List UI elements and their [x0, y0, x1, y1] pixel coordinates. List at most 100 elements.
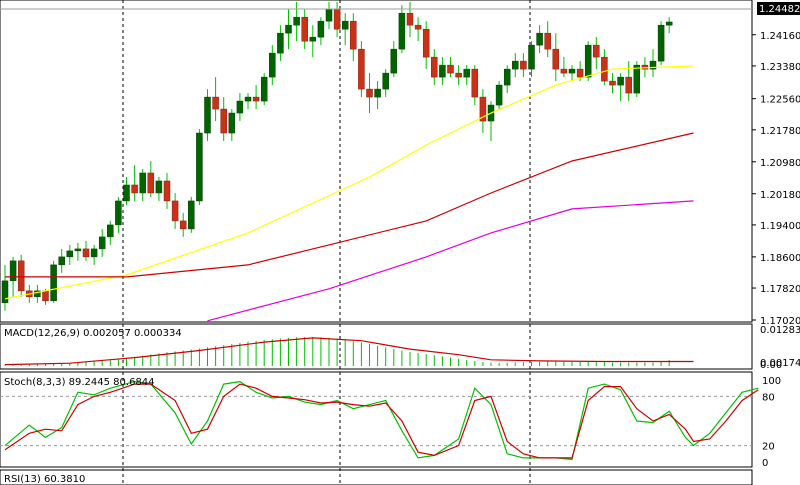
- stoch-k-line: [4, 380, 759, 461]
- candle-body-71: [576, 68, 584, 78]
- candle-body-17: [139, 172, 146, 194]
- candle-body-9: [74, 248, 82, 252]
- candle-body-14: [115, 200, 122, 226]
- candle-body-37: [301, 16, 308, 42]
- price-tick-label-7: 1.18600: [760, 253, 800, 264]
- price-tick-label-6: 1.19400: [760, 221, 800, 232]
- candle-body-23: [188, 200, 195, 230]
- candle-body-79: [641, 64, 649, 70]
- candle-body-0: [1, 280, 9, 304]
- macd-title: MACD(12,26,9) 0.002057 0.000334: [4, 328, 182, 339]
- candle-body-6: [50, 264, 57, 302]
- rsi-panel: [0, 469, 753, 485]
- candle-body-67: [544, 32, 551, 50]
- candle-body-61: [495, 84, 503, 106]
- candle-body-63: [512, 60, 519, 70]
- candle-body-5: [42, 290, 49, 302]
- candle-body-42: [341, 20, 349, 30]
- stoch-title: Stoch(8,3,3) 89.2445 80.6844: [4, 377, 155, 388]
- candle-body-82: [665, 21, 673, 26]
- candle-body-38: [309, 36, 317, 42]
- candle-body-8: [66, 250, 74, 258]
- candle-body-81: [657, 24, 665, 62]
- stoch-series: [0, 380, 759, 461]
- price-tick-label-3: 1.21780: [760, 126, 800, 137]
- moving-averages: [4, 65, 694, 322]
- candle-body-55: [447, 64, 454, 74]
- candle-body-26: [212, 96, 219, 110]
- candle-body-54: [439, 64, 446, 78]
- candle-body-20: [163, 180, 171, 202]
- price-tick-label-9: 1.17020: [760, 316, 800, 327]
- macd-tick-label-0: 0.012838: [760, 325, 800, 336]
- candle-body-65: [528, 44, 535, 70]
- candle-body-29: [236, 100, 244, 114]
- stoch-tick-label-1: 80: [762, 392, 775, 403]
- macd-tick-label-1: 0.001749: [760, 358, 800, 369]
- candle-body-18: [147, 172, 155, 194]
- candle-body-49: [398, 12, 406, 50]
- candle-body-77: [625, 76, 632, 94]
- candle-body-46: [374, 88, 381, 98]
- candle-body-11: [90, 248, 98, 258]
- price-tick-label-8: 1.17820: [760, 284, 800, 295]
- candle-body-57: [463, 68, 470, 78]
- macd-series: [4, 337, 694, 366]
- stoch-d-line: [4, 383, 759, 459]
- current-price-label: 1.24482: [759, 4, 800, 15]
- candle-body-66: [536, 32, 543, 46]
- candle-body-52: [422, 28, 430, 58]
- macd-axis: 0.012838 0.0017490.00: [760, 325, 800, 371]
- stoch-tick-label-3: 0: [762, 458, 768, 469]
- macd-signal-line: [4, 337, 694, 366]
- candle-body-76: [617, 76, 624, 86]
- price-panel: [0, 0, 753, 323]
- candle-body-70: [568, 68, 576, 74]
- candle-body-72: [584, 44, 592, 78]
- candle-body-69: [560, 68, 568, 74]
- candle-body-33: [269, 52, 276, 78]
- candle-body-25: [204, 96, 211, 134]
- candle-body-34: [277, 32, 284, 54]
- candle-body-22: [179, 220, 187, 230]
- price-axis: 1.24160 1.23380 1.22560 1.21780 1.20980 1.201…: [752, 31, 800, 327]
- candle-body-58: [471, 68, 479, 98]
- candle-body-28: [228, 112, 236, 134]
- price-tick-label-0: 1.24160: [760, 31, 800, 42]
- candle-body-48: [390, 48, 398, 74]
- stoch-axis: 100 80 20 0: [762, 376, 781, 469]
- candle-body-41: [333, 8, 341, 30]
- ma-mid-line: [5, 132, 694, 278]
- stoch-tick-label-2: 20: [762, 442, 775, 453]
- candle-body-32: [260, 76, 268, 102]
- candle-body-12: [98, 236, 106, 250]
- candle-body-31: [252, 96, 260, 102]
- candle-body-19: [155, 180, 163, 194]
- ma-fast-line: [4, 65, 694, 300]
- candle-body-74: [601, 56, 608, 82]
- candle-body-39: [317, 20, 325, 38]
- candle-body-68: [552, 48, 560, 70]
- stoch-tick-label-0: 100: [762, 376, 781, 387]
- candle-body-78: [633, 64, 641, 94]
- candle-body-36: [293, 16, 300, 26]
- candle-body-40: [325, 8, 333, 22]
- candle-body-47: [382, 72, 389, 90]
- price-tick-label-1: 1.23380: [760, 62, 800, 73]
- candle-body-44: [358, 48, 365, 90]
- rsi-title: RSI(13) 60.3810: [4, 474, 85, 485]
- candle-body-21: [171, 200, 179, 222]
- current-price-box: [757, 2, 800, 15]
- candle-body-51: [414, 24, 422, 30]
- price-series: [1, 2, 673, 311]
- candle-body-24: [196, 132, 203, 202]
- candle-body-13: [107, 224, 114, 238]
- candle-body-53: [431, 56, 438, 78]
- candle-body-62: [503, 68, 511, 86]
- candle-body-27: [220, 108, 227, 134]
- candle-body-4: [34, 290, 41, 298]
- candle-body-59: [479, 96, 487, 122]
- candle-body-15: [123, 184, 130, 202]
- candle-body-7: [58, 256, 65, 266]
